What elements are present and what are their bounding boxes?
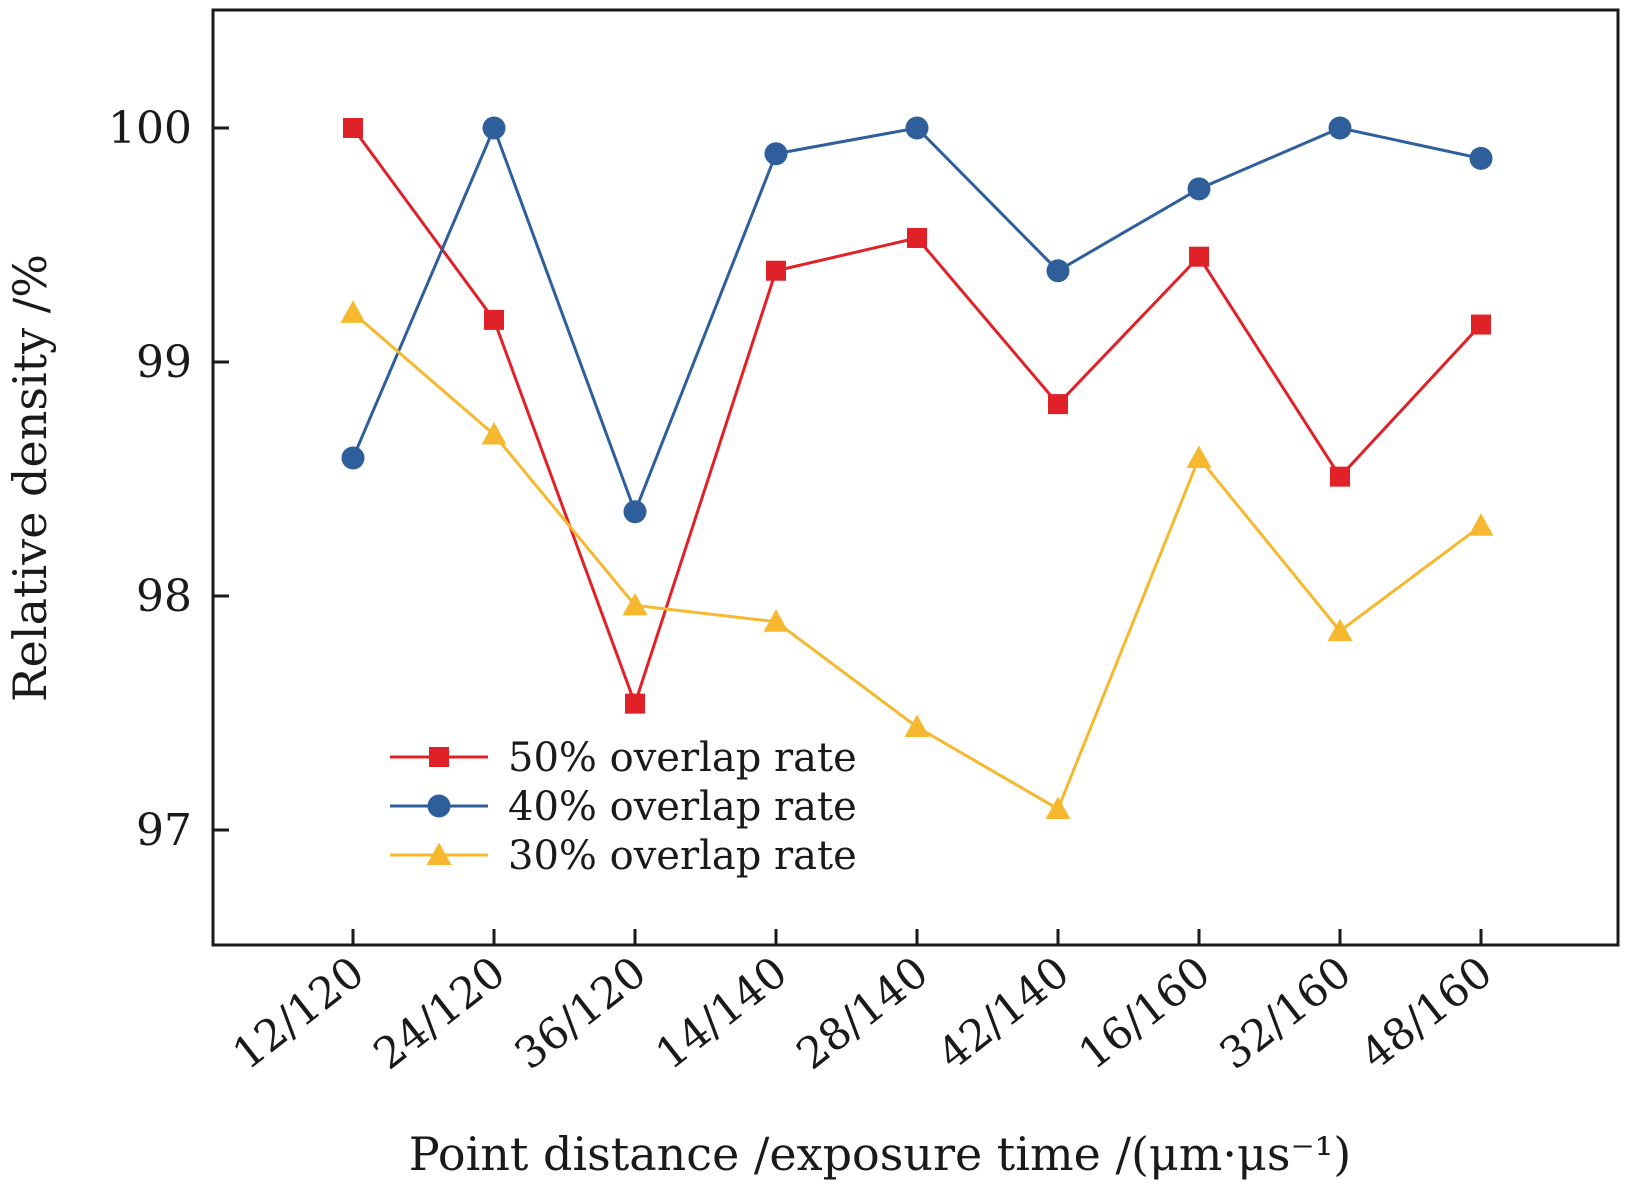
data-point	[1048, 394, 1068, 415]
x-tick-label: 28/140	[788, 947, 938, 1080]
series-layer	[340, 116, 1494, 819]
y-tick-label: 97	[136, 805, 192, 856]
data-point	[904, 714, 930, 738]
series	[340, 300, 1494, 819]
data-point	[343, 118, 363, 138]
data-point	[1328, 116, 1352, 140]
data-point	[1327, 618, 1353, 642]
legend-label: 50% overlap rate	[508, 735, 857, 781]
data-point	[426, 842, 452, 865]
data-point	[484, 309, 504, 330]
data-point	[763, 609, 789, 632]
x-tick-label: 32/160	[1211, 947, 1361, 1080]
data-point	[1468, 513, 1494, 536]
y-axis-title: Relative density /%	[3, 254, 57, 702]
data-point	[1187, 177, 1211, 201]
legend-label: 40% overlap rate	[508, 784, 857, 830]
series	[341, 116, 1493, 524]
x-tick-label: 16/160	[1070, 947, 1220, 1080]
y-tick-label: 98	[136, 571, 192, 622]
data-point	[907, 227, 927, 248]
data-point	[1186, 445, 1212, 468]
y-tick-label: 99	[136, 337, 192, 388]
data-point	[481, 422, 507, 445]
legend-label: 30% overlap rate	[508, 833, 857, 879]
legend-item: 50% overlap rate	[390, 735, 857, 781]
x-axis-title: Point distance /exposure time /(μm·μs⁻¹)	[409, 1127, 1351, 1181]
data-point	[1471, 314, 1491, 335]
data-point	[623, 500, 647, 524]
x-tick-label: 42/140	[929, 947, 1079, 1080]
legend-item: 30% overlap rate	[390, 833, 857, 879]
series	[343, 118, 1491, 714]
x-tick-label: 14/140	[647, 947, 797, 1080]
data-point	[1046, 259, 1070, 283]
data-point	[625, 693, 645, 714]
data-point	[1189, 246, 1209, 267]
data-point	[341, 446, 365, 470]
y-axis: 97 98 99 100	[108, 103, 229, 856]
data-point	[340, 300, 366, 323]
x-axis: 12/12024/12036/12014/14028/14042/14016/1…	[224, 929, 1502, 1080]
series-line	[351, 123, 1482, 516]
data-point	[1330, 466, 1350, 487]
x-tick-label: 12/120	[224, 947, 374, 1080]
data-point	[764, 142, 788, 166]
data-point	[427, 794, 451, 818]
y-tick-label: 100	[108, 103, 192, 154]
x-tick-label: 48/160	[1352, 947, 1502, 1080]
data-point	[1469, 146, 1493, 170]
data-point	[766, 260, 786, 281]
data-point	[622, 592, 648, 616]
data-point	[482, 116, 506, 140]
data-point	[429, 747, 449, 767]
x-tick-label: 36/120	[506, 947, 656, 1080]
legend-item: 40% overlap rate	[390, 784, 857, 830]
data-point	[1045, 796, 1071, 819]
data-point	[905, 116, 929, 140]
series-line	[351, 127, 1483, 709]
x-tick-label: 24/120	[365, 947, 515, 1080]
